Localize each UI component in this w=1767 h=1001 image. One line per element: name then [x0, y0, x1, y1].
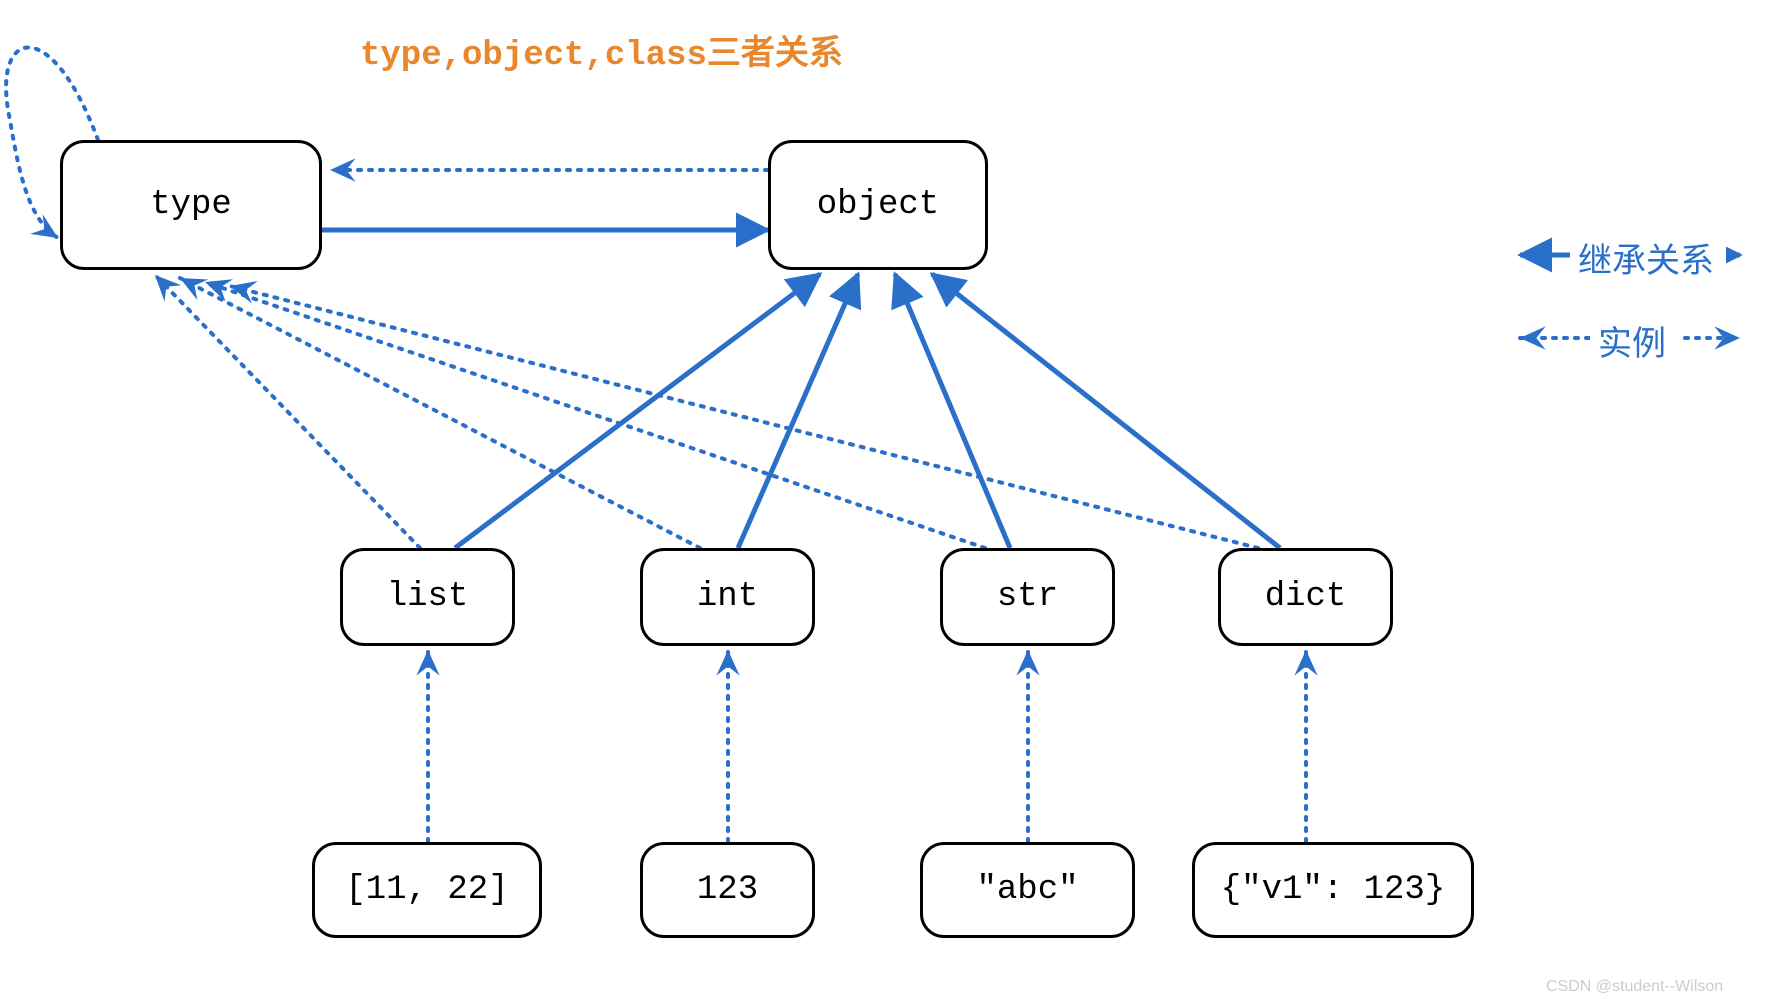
node-v_int: 123: [640, 842, 815, 938]
legend-label-0: 继承关系: [1578, 233, 1714, 282]
node-v_str: "abc": [920, 842, 1135, 938]
node-v_dict: {"v1": 123}: [1192, 842, 1474, 938]
edge-dict-type: [230, 286, 1258, 548]
node-list: list: [340, 548, 515, 646]
diagram-title: type,object,class三者关系: [360, 25, 843, 75]
edge-int-type: [180, 278, 700, 548]
legend-label-1: 实例: [1598, 316, 1666, 365]
edge-dict-object: [932, 274, 1280, 548]
edge-list-object: [455, 274, 820, 548]
node-type: type: [60, 140, 322, 270]
watermark: CSDN @student--Wilson: [1546, 978, 1723, 996]
node-v_list: [11, 22]: [312, 842, 542, 938]
edge-str-type: [205, 282, 985, 548]
edge-list-type: [155, 275, 420, 548]
node-dict: dict: [1218, 548, 1393, 646]
node-str: str: [940, 548, 1115, 646]
node-int: int: [640, 548, 815, 646]
edge-int-object: [738, 274, 858, 548]
edge-str-object: [895, 274, 1010, 548]
node-object: object: [768, 140, 988, 270]
